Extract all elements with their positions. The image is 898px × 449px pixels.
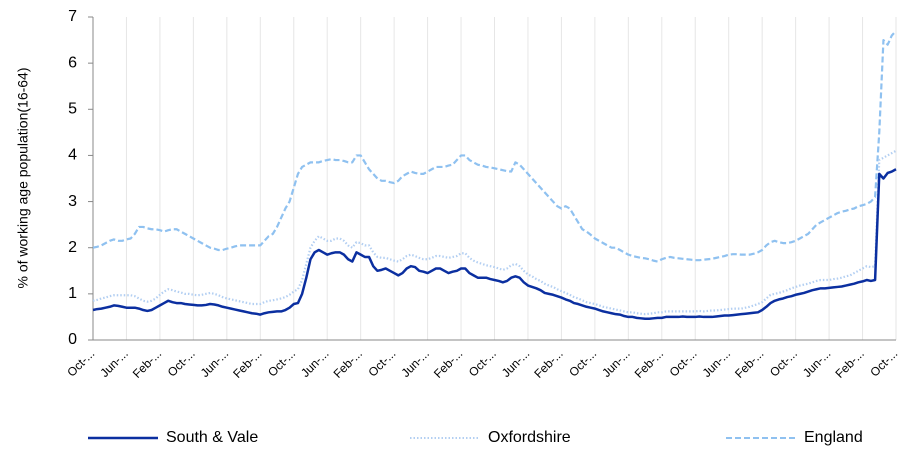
x-tick-label: Jun-... bbox=[800, 346, 833, 379]
y-tick-label: 1 bbox=[68, 285, 77, 302]
x-tick-label: Jun-... bbox=[398, 346, 431, 379]
x-tick-label: Oct-... bbox=[265, 346, 298, 379]
x-tick-label: Jun-... bbox=[499, 346, 532, 379]
x-tick-label: Oct-... bbox=[867, 346, 898, 379]
y-tick-label: 5 bbox=[68, 101, 77, 118]
x-tick-label: Feb-... bbox=[732, 346, 766, 380]
line-series bbox=[92, 168, 897, 321]
x-tick-label: Oct-... bbox=[64, 346, 97, 379]
y-tick-label: 7 bbox=[68, 8, 77, 25]
x-tick-label: Feb-... bbox=[832, 346, 866, 380]
x-tick-label: Feb-... bbox=[230, 346, 264, 380]
x-tick-label: Oct-... bbox=[365, 346, 398, 379]
y-axis-label: % of working age population(16-64) bbox=[15, 67, 31, 288]
x-tick-label: Oct-... bbox=[466, 346, 499, 379]
x-tick-label: Jun-... bbox=[97, 346, 130, 379]
x-tick-label: Feb-... bbox=[632, 346, 666, 380]
x-tick-label: Feb-... bbox=[531, 346, 565, 380]
y-tick-label: 6 bbox=[68, 54, 77, 71]
x-tick-label: Feb-... bbox=[130, 346, 164, 380]
y-tick-label: 2 bbox=[68, 239, 77, 256]
legend-label: England bbox=[804, 429, 863, 446]
x-tick-label: Oct-... bbox=[667, 346, 700, 379]
x-tick-label: Feb-... bbox=[331, 346, 365, 380]
x-tick-label: Oct-... bbox=[165, 346, 198, 379]
y-tick-label: 4 bbox=[68, 147, 77, 164]
x-tick-label: Jun-... bbox=[198, 346, 231, 379]
x-tick-label: Jun-... bbox=[700, 346, 733, 379]
x-tick-label: Feb-... bbox=[431, 346, 465, 380]
line-series bbox=[92, 149, 897, 316]
y-tick-label: 0 bbox=[68, 331, 77, 348]
y-tick-label: 3 bbox=[68, 193, 77, 210]
x-tick-label: Jun-... bbox=[298, 346, 331, 379]
line-series bbox=[92, 30, 897, 263]
x-tick-label: Jun-... bbox=[599, 346, 632, 379]
legend-label: Oxfordshire bbox=[488, 429, 571, 446]
x-tick-label: Oct-... bbox=[566, 346, 599, 379]
x-tick-label: Oct-... bbox=[767, 346, 800, 379]
legend-label: South & Vale bbox=[166, 429, 258, 446]
